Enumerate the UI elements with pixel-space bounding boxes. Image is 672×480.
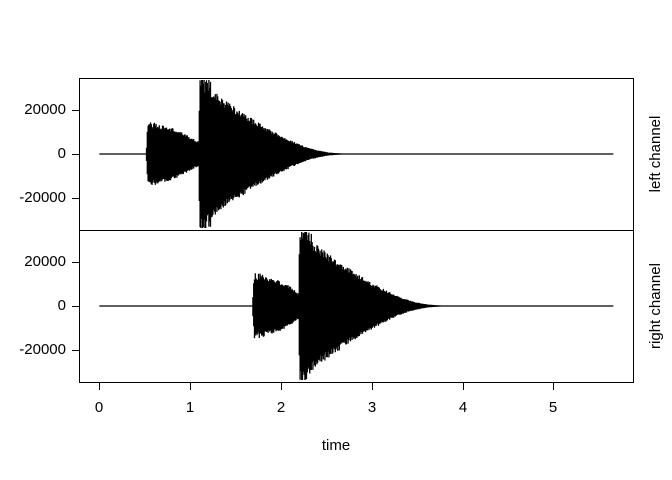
y-tick-mark [72,110,79,111]
y-tick-mark [72,306,79,307]
y-tick-mark [72,198,79,199]
x-tick-mark [372,383,373,390]
y-tick-mark [72,350,79,351]
plot-box-border [79,78,634,383]
left-channel-waveform [99,80,614,228]
x-tick-label: 1 [185,399,195,416]
x-tick-label: 3 [367,399,377,416]
panel-label-left-channel: left channel [647,115,664,193]
waveform-trace [145,80,360,228]
x-tick-mark [190,383,191,390]
y-tick-label: 20000 [24,253,66,270]
y-tick-label: 0 [57,297,66,314]
right-channel-waveform [99,232,614,380]
y-tick-mark [72,154,79,155]
panel-divider [80,230,633,231]
x-axis-label: time [321,437,351,454]
x-tick-mark [463,383,464,390]
x-tick-label: 5 [548,399,558,416]
y-tick-label: 20000 [24,101,66,118]
x-tick-label: 0 [94,399,104,416]
y-tick-mark [72,262,79,263]
panel-label-right-channel: right channel [647,263,664,349]
x-tick-mark [553,383,554,390]
x-tick-mark [99,383,100,390]
x-tick-label: 4 [458,399,468,416]
x-tick-mark [281,383,282,390]
x-tick-label: 2 [276,399,286,416]
y-tick-label: 0 [57,145,66,162]
y-tick-label: -20000 [19,341,66,358]
y-tick-label: -20000 [19,189,66,206]
waveform-trace [252,232,458,380]
